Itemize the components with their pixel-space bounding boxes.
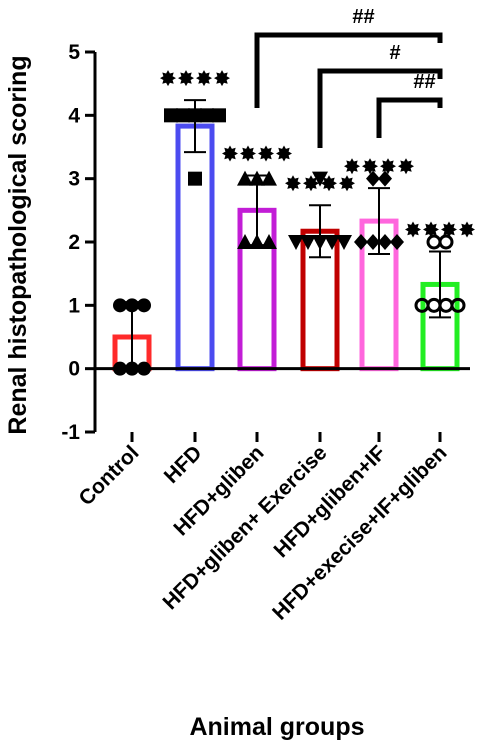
comparison-label: ## — [352, 6, 374, 28]
data-point — [366, 170, 380, 187]
data-point — [450, 297, 466, 313]
data-point — [176, 108, 190, 123]
x-tick-label: HFD — [160, 441, 207, 488]
y-axis-title: Renal histopathological scoring — [4, 55, 32, 434]
data-point — [438, 297, 454, 313]
data-point — [237, 234, 253, 249]
significance-star — [362, 158, 378, 175]
y-tick-label: 3 — [68, 168, 80, 191]
data-point — [312, 235, 328, 250]
data-point — [200, 108, 214, 123]
significance-star — [240, 145, 256, 162]
significance-star — [380, 158, 396, 175]
significance-star — [285, 175, 301, 192]
significance-star — [398, 158, 414, 175]
significance-star — [405, 221, 421, 238]
data-point — [249, 170, 265, 186]
significance-star — [214, 70, 230, 87]
significance-stars — [160, 70, 475, 238]
data-point — [336, 235, 352, 250]
data-point — [212, 108, 226, 123]
data-point — [249, 234, 265, 249]
significance-star — [276, 145, 292, 162]
data-point — [426, 297, 442, 313]
significance-star — [423, 221, 439, 238]
x-tick-label: Control — [74, 441, 143, 510]
data-point — [288, 235, 304, 250]
y-tick-label: -1 — [61, 421, 80, 444]
data-point — [426, 234, 442, 250]
significance-star — [222, 145, 238, 162]
y-tick-label: 2 — [68, 231, 80, 254]
comparison-bracket — [254, 32, 443, 108]
significance-star — [344, 158, 360, 175]
error-bars — [121, 99, 451, 370]
comparison-label: # — [389, 42, 400, 64]
significance-star — [303, 175, 319, 192]
data-point — [164, 108, 178, 123]
comparison-brackets: ##### — [254, 6, 443, 148]
data-point — [137, 298, 151, 313]
data-point — [300, 235, 316, 250]
data-point — [366, 234, 380, 250]
significance-star — [258, 145, 274, 162]
data-point — [438, 234, 454, 250]
y-tick-label: 4 — [68, 104, 80, 127]
significance-star — [339, 175, 355, 192]
bar — [175, 123, 215, 372]
data-point — [261, 234, 277, 249]
data-point — [188, 108, 202, 123]
comparison-bracket — [317, 68, 443, 148]
significance-star — [321, 175, 337, 192]
data-point — [354, 234, 368, 250]
data-point — [324, 235, 340, 250]
significance-star — [459, 221, 475, 238]
comparison-label: ## — [413, 71, 435, 93]
significance-star — [196, 70, 212, 87]
y-tick-label: 5 — [68, 41, 80, 64]
data-point — [113, 298, 127, 313]
data-point — [237, 170, 253, 186]
significance-star — [178, 70, 194, 87]
data-point — [188, 171, 202, 186]
x-axis-title: Animal groups — [189, 713, 364, 741]
data-points — [113, 108, 466, 376]
data-point — [312, 171, 328, 187]
y-tick-label: 0 — [68, 358, 80, 381]
data-point — [125, 298, 139, 313]
comparison-bracket — [376, 97, 443, 138]
data-point — [390, 234, 404, 250]
data-point — [378, 170, 392, 187]
significance-star — [160, 70, 176, 87]
x-tick-label: HFD+gliben+IF — [269, 441, 390, 562]
y-tick-label: 1 — [68, 294, 80, 317]
data-point — [378, 234, 392, 250]
data-point — [261, 170, 277, 186]
significance-star — [441, 221, 457, 238]
